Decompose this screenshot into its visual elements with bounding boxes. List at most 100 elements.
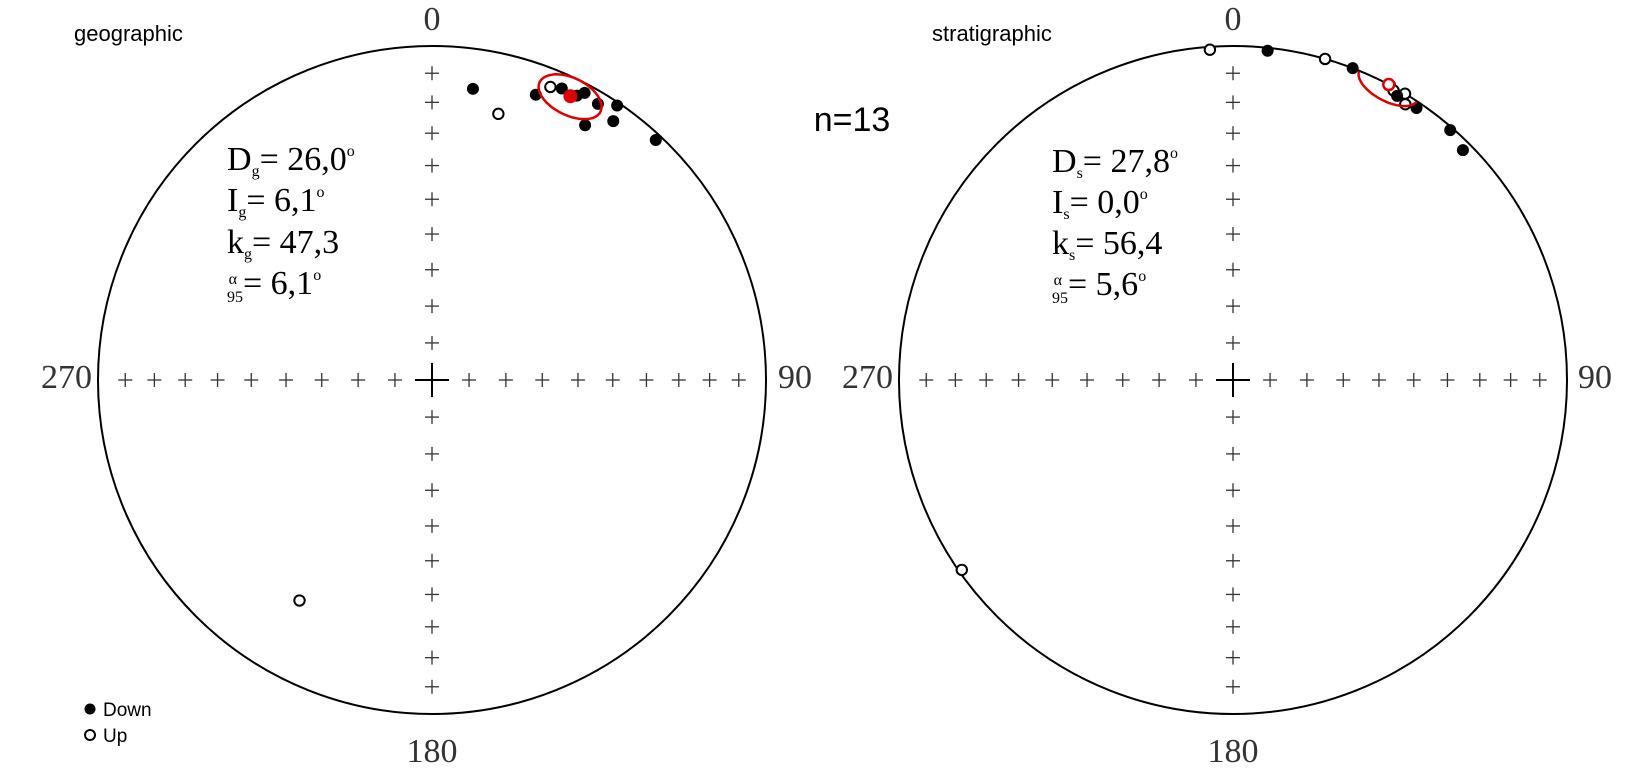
grid-cross [1226, 66, 1240, 81]
north-label: 0 [424, 1, 441, 38]
data-point-up [1203, 43, 1217, 56]
grid-cross [425, 553, 439, 568]
grid-cross [570, 373, 585, 387]
grid-cross [498, 373, 513, 387]
grid-cross [1226, 158, 1240, 173]
data-point-up [955, 563, 969, 577]
grid-cross [1080, 373, 1095, 387]
grid-cross [425, 227, 439, 242]
stat-declination: Dg= 26,0o [227, 141, 355, 180]
grid-cross [425, 126, 439, 141]
data-point-down [1261, 44, 1274, 57]
grid-cross [1226, 587, 1240, 602]
panel-title: stratigraphic [932, 21, 1052, 46]
data-point-down [466, 82, 479, 95]
east-label: 90 [778, 359, 812, 396]
grid-cross [1226, 446, 1240, 461]
legend-up-marker [84, 729, 96, 741]
east-label: 90 [1578, 359, 1612, 396]
grid-cross [1226, 95, 1240, 110]
grid-cross [425, 299, 439, 314]
grid-cross [1226, 553, 1240, 568]
north-label: 0 [1225, 1, 1242, 38]
stratigraphic-stereonet: stratigraphic 0 180 270 90 Ds= 27,8o Is=… [842, 1, 1612, 768]
confidence-ellipse [537, 73, 603, 121]
grid-cross [1371, 373, 1386, 387]
grid-cross [1532, 373, 1547, 387]
west-label: 270 [842, 359, 893, 396]
grid-cross [1226, 518, 1240, 533]
stats-block: Dg= 26,0o Ig= 6,1o kg= 47,3 α 95= 6,1o [227, 141, 355, 306]
grid-cross [1226, 619, 1240, 634]
legend: Down Up [84, 700, 152, 747]
stat-declination: Ds= 27,8o [1052, 143, 1178, 182]
grid-cross [147, 373, 162, 387]
data-point-down [1391, 89, 1404, 102]
grid-cross [425, 650, 439, 665]
grid-cross [1336, 373, 1351, 387]
grid-cross [279, 373, 294, 387]
geographic-stereonet: geographic 0 180 270 90 Dg= 26,0o Ig= 6,… [41, 1, 812, 768]
mean-direction [563, 89, 578, 104]
grid-cross [244, 373, 259, 387]
data-point-down [649, 134, 662, 147]
data-point-up [293, 594, 306, 607]
data-point-down [611, 99, 624, 112]
stat-precision: kg= 47,3 [227, 224, 339, 263]
grid-cross [178, 373, 193, 387]
center-cross [1216, 363, 1250, 397]
grid-cross [1226, 410, 1240, 425]
grid-cross [1226, 299, 1240, 314]
data-point-down [1444, 124, 1457, 137]
grid-cross [1188, 373, 1203, 387]
grid-crosses [118, 66, 746, 694]
legend-down-marker [84, 703, 96, 715]
data-point-down [578, 86, 591, 99]
grid-cross [535, 373, 550, 387]
confidence-ellipse [1357, 70, 1418, 108]
grid-cross [1045, 373, 1060, 387]
data-points [293, 73, 662, 607]
grid-cross [1503, 373, 1518, 387]
sample-count: n=13 [814, 101, 891, 139]
primitive-circle [97, 45, 767, 715]
grid-cross [605, 373, 620, 387]
grid-cross [425, 262, 439, 277]
grid-cross [425, 410, 439, 425]
grid-cross [671, 373, 686, 387]
grid-cross [425, 518, 439, 533]
legend-up-label: Up [103, 726, 127, 747]
grid-cross [1299, 373, 1314, 387]
mean-direction [1382, 77, 1396, 92]
grid-cross [210, 373, 225, 387]
data-point-up [544, 80, 557, 94]
grid-cross [118, 373, 133, 387]
grid-cross [1472, 373, 1487, 387]
grid-cross [1226, 650, 1240, 665]
data-point-up [1399, 98, 1412, 111]
grid-cross [425, 587, 439, 602]
grid-cross [1226, 262, 1240, 277]
grid-cross [425, 679, 439, 694]
grid-cross [731, 373, 746, 387]
grid-cross [919, 373, 934, 387]
grid-cross [1263, 373, 1278, 387]
data-point-up [1318, 52, 1332, 66]
panel-title: geographic [74, 21, 183, 46]
stat-precision: ks= 56,4 [1052, 225, 1162, 264]
grid-cross [1226, 192, 1240, 207]
grid-cross [1226, 126, 1240, 141]
grid-cross [1011, 373, 1026, 387]
grid-cross [425, 446, 439, 461]
south-label: 180 [407, 733, 458, 768]
grid-cross [462, 373, 477, 387]
data-point-down [1346, 62, 1359, 75]
west-label: 270 [41, 359, 92, 396]
stat-alpha95: α 95= 6,1o [227, 265, 321, 306]
grid-cross [425, 192, 439, 207]
grid-cross [314, 373, 329, 387]
data-point-down [579, 119, 592, 132]
grid-cross [1226, 483, 1240, 498]
grid-cross [1226, 679, 1240, 694]
